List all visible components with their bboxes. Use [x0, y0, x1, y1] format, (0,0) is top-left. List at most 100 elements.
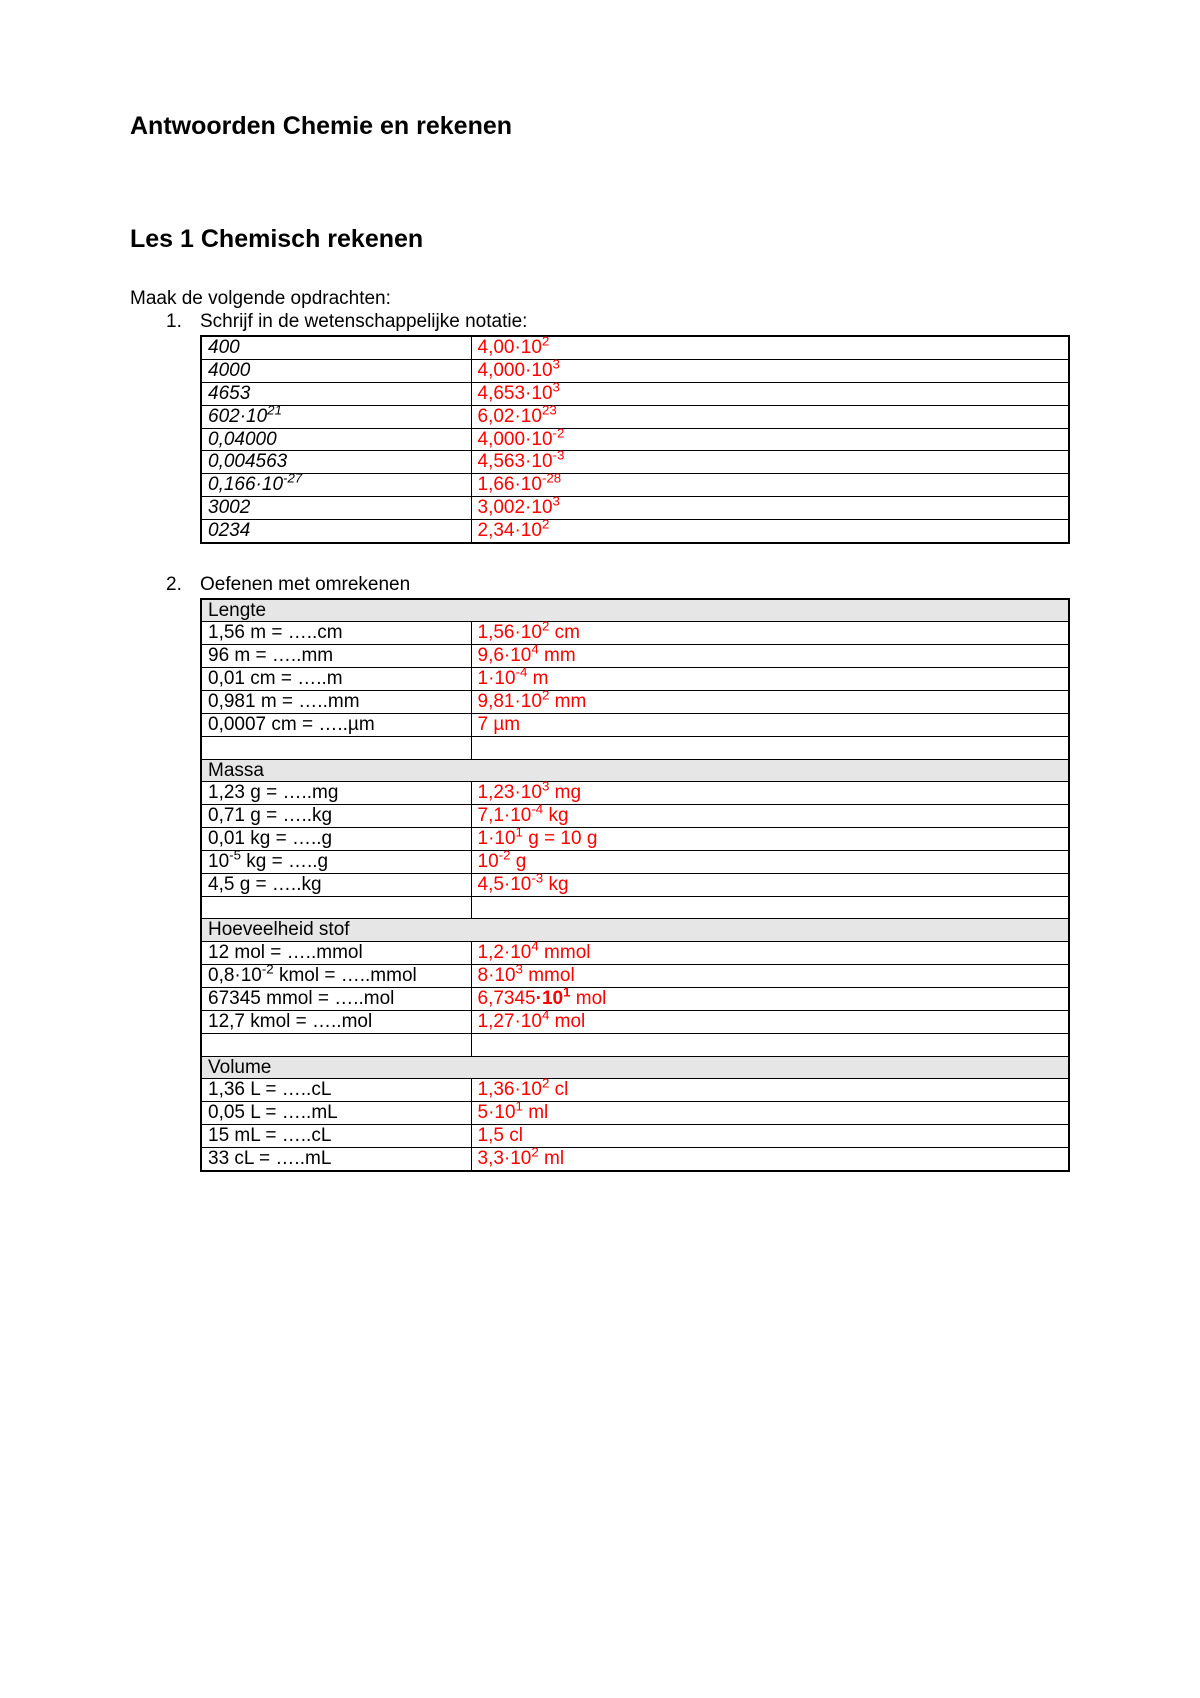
exercise-number: 2.	[166, 574, 182, 596]
answer-cell: 7 µm	[471, 713, 1069, 736]
blank-row	[201, 896, 1069, 919]
answer-cell: 9,6·104 mm	[471, 645, 1069, 668]
question-cell: 67345 mmol = …..mol	[201, 987, 471, 1010]
section-header-row: Volume	[201, 1056, 1069, 1079]
exercise-list: 1. Schrijf in de wetenschappelijke notat…	[130, 311, 1070, 1171]
table-row: 0,8·10-2 kmol = …..mmol8·103 mmol	[201, 965, 1069, 988]
table-row: 1,23 g = …..mg1,23·103 mg	[201, 782, 1069, 805]
main-title: Antwoorden Chemie en rekenen	[130, 112, 1070, 141]
table-row: 0,01 cm = …..m1·10-4 m	[201, 668, 1069, 691]
exercise-number: 1.	[166, 311, 182, 333]
section-header: Massa	[201, 759, 1069, 782]
answer-cell: 1·10-4 m	[471, 668, 1069, 691]
answer-cell: 6,7345·101 mol	[471, 987, 1069, 1010]
question-cell: 0,8·10-2 kmol = …..mmol	[201, 965, 471, 988]
answer-cell: 2,34·102	[471, 519, 1069, 542]
section-header-row: Hoeveelheid stof	[201, 919, 1069, 942]
question-cell: 0,166·10-27	[201, 474, 471, 497]
table-row: 33 cL = …..mL3,3·102 ml	[201, 1147, 1069, 1170]
question-cell: 33 cL = …..mL	[201, 1147, 471, 1170]
answer-cell: 9,81·102 mm	[471, 691, 1069, 714]
intro-text: Maak de volgende opdrachten:	[130, 288, 1070, 310]
answer-cell: 4,653·103	[471, 382, 1069, 405]
table-row: 0,0045634,563·10-3	[201, 451, 1069, 474]
table-row: 0,0007 cm = …..µm7 µm	[201, 713, 1069, 736]
table-row: 0,981 m = …..mm9,81·102 mm	[201, 691, 1069, 714]
answer-cell: 8·103 mmol	[471, 965, 1069, 988]
blank-cell	[471, 736, 1069, 759]
table-row: 0,166·10-271,66·10-28	[201, 474, 1069, 497]
question-cell: 400	[201, 336, 471, 359]
question-cell: 0,01 cm = …..m	[201, 668, 471, 691]
answer-cell: 1,23·103 mg	[471, 782, 1069, 805]
question-cell: 0,981 m = …..mm	[201, 691, 471, 714]
table-row: 12,7 kmol = …..mol1,27·104 mol	[201, 1010, 1069, 1033]
question-cell: 0,004563	[201, 451, 471, 474]
question-cell: 4000	[201, 360, 471, 383]
answer-cell: 10-2 g	[471, 850, 1069, 873]
question-cell: 4653	[201, 382, 471, 405]
table-row: 0,040004,000·10-2	[201, 428, 1069, 451]
blank-cell	[471, 1033, 1069, 1056]
question-cell: 0,0007 cm = …..µm	[201, 713, 471, 736]
table-row: 602·10216,02·1023	[201, 405, 1069, 428]
question-cell: 1,23 g = …..mg	[201, 782, 471, 805]
answer-cell: 3,002·103	[471, 497, 1069, 520]
table-row: 30023,002·103	[201, 497, 1069, 520]
table-row: 0,01 kg = …..g1·101 g = 10 g	[201, 828, 1069, 851]
question-cell: 0,04000	[201, 428, 471, 451]
answer-cell: 1,5 cl	[471, 1125, 1069, 1148]
exercise-title: Oefenen met omrekenen	[200, 574, 1070, 596]
blank-cell	[201, 896, 471, 919]
table-row: 02342,34·102	[201, 519, 1069, 542]
exercise-2: 2. Oefenen met omrekenen Lengte1,56 m = …	[130, 574, 1070, 1172]
section-header: Lengte	[201, 599, 1069, 622]
question-cell: 12,7 kmol = …..mol	[201, 1010, 471, 1033]
document-page: Antwoorden Chemie en rekenen Les 1 Chemi…	[0, 0, 1200, 1698]
table-row: 46534,653·103	[201, 382, 1069, 405]
question-cell: 10-5 kg = …..g	[201, 850, 471, 873]
blank-row	[201, 1033, 1069, 1056]
answer-cell: 5·101 ml	[471, 1102, 1069, 1125]
question-cell: 15 mL = …..cL	[201, 1125, 471, 1148]
section-header: Hoeveelheid stof	[201, 919, 1069, 942]
table-row: 0,71 g = …..kg7,1·10-4 kg	[201, 805, 1069, 828]
blank-row	[201, 736, 1069, 759]
blank-cell	[471, 896, 1069, 919]
answer-cell: 4,000·103	[471, 360, 1069, 383]
question-cell: 3002	[201, 497, 471, 520]
answer-cell: 1,2·104 mmol	[471, 942, 1069, 965]
question-cell: 1,56 m = …..cm	[201, 622, 471, 645]
answer-cell: 1,36·102 cl	[471, 1079, 1069, 1102]
table-row: 0,05 L = …..mL5·101 ml	[201, 1102, 1069, 1125]
question-cell: 0234	[201, 519, 471, 542]
table-scientific-notation: 4004,00·10240004,000·10346534,653·103602…	[200, 335, 1070, 544]
answer-cell: 1·101 g = 10 g	[471, 828, 1069, 851]
section-header-row: Lengte	[201, 599, 1069, 622]
table-row: 67345 mmol = …..mol6,7345·101 mol	[201, 987, 1069, 1010]
table-row: 4,5 g = …..kg4,5·10-3 kg	[201, 873, 1069, 896]
question-cell: 96 m = …..mm	[201, 645, 471, 668]
table-row: 4004,00·102	[201, 336, 1069, 359]
answer-cell: 4,00·102	[471, 336, 1069, 359]
answer-cell: 4,5·10-3 kg	[471, 873, 1069, 896]
section-header: Volume	[201, 1056, 1069, 1079]
table-row: 12 mol = …..mmol1,2·104 mmol	[201, 942, 1069, 965]
table-unit-conversion: Lengte1,56 m = …..cm1,56·102 cm96 m = ….…	[200, 598, 1070, 1172]
question-cell: 12 mol = …..mmol	[201, 942, 471, 965]
table-row: 96 m = …..mm9,6·104 mm	[201, 645, 1069, 668]
answer-cell: 7,1·10-4 kg	[471, 805, 1069, 828]
table-row: 10-5 kg = …..g10-2 g	[201, 850, 1069, 873]
blank-cell	[201, 736, 471, 759]
table-row: 1,36 L = …..cL1,36·102 cl	[201, 1079, 1069, 1102]
blank-cell	[201, 1033, 471, 1056]
question-cell: 4,5 g = …..kg	[201, 873, 471, 896]
question-cell: 0,05 L = …..mL	[201, 1102, 471, 1125]
sub-title: Les 1 Chemisch rekenen	[130, 225, 1070, 254]
question-cell: 0,01 kg = …..g	[201, 828, 471, 851]
exercise-1: 1. Schrijf in de wetenschappelijke notat…	[130, 311, 1070, 543]
exercise-title: Schrijf in de wetenschappelijke notatie:	[200, 311, 1070, 333]
question-cell: 1,36 L = …..cL	[201, 1079, 471, 1102]
question-cell: 602·1021	[201, 405, 471, 428]
answer-cell: 1,66·10-28	[471, 474, 1069, 497]
